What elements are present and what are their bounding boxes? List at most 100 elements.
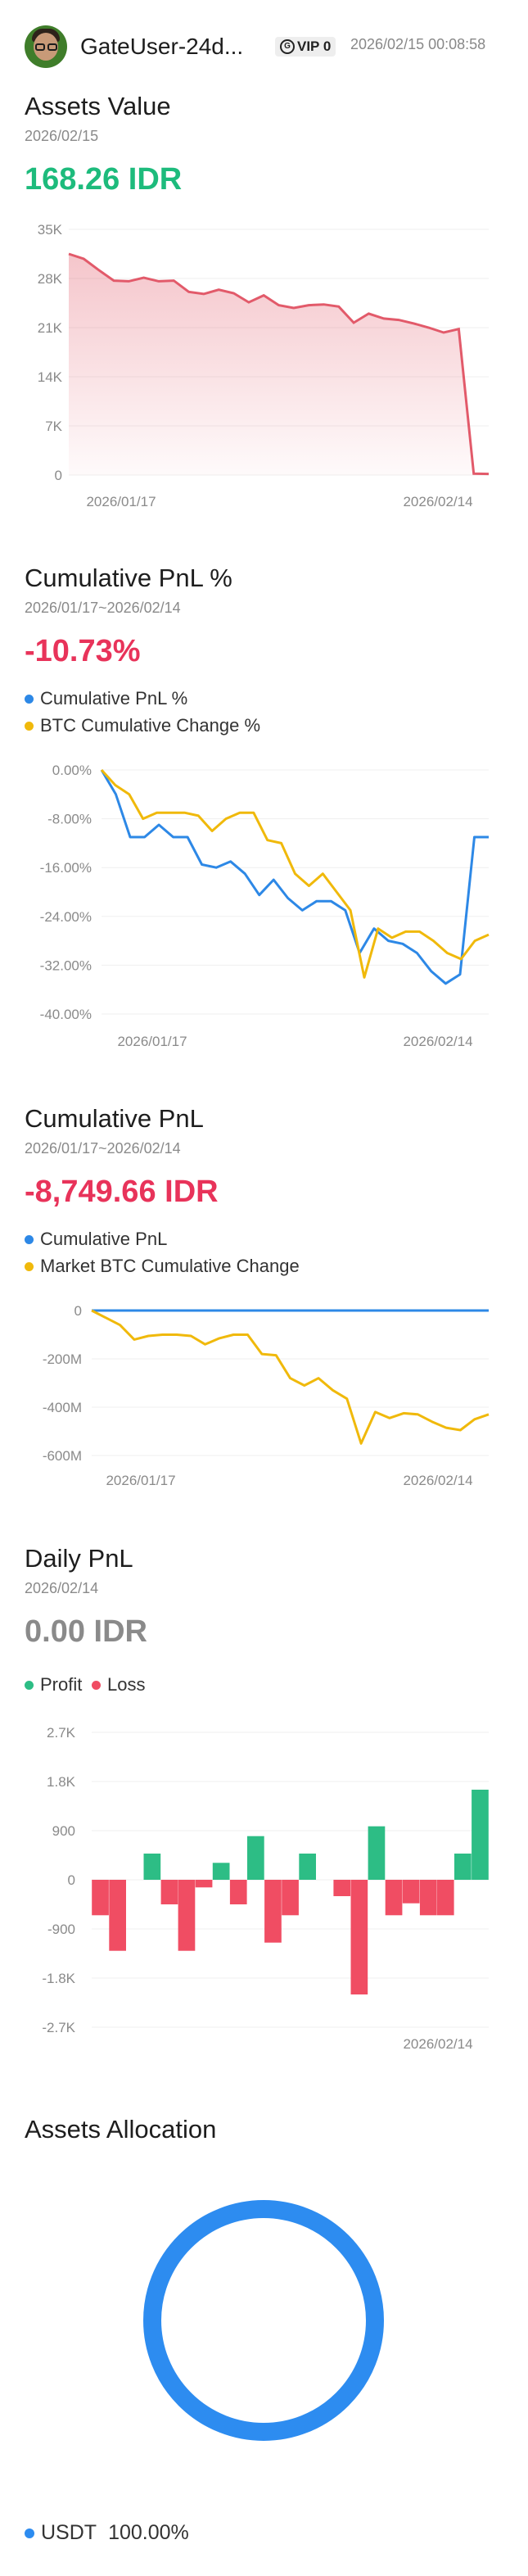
y-tick-label: 35K [38, 222, 63, 238]
y-tick-label: 900 [52, 1823, 75, 1839]
loss-bar [178, 1880, 196, 1951]
series-line [91, 1309, 490, 1445]
x-tick-label: 2026/02/14 [403, 1473, 472, 1488]
allocation-legend-label: USDT [41, 2521, 97, 2544]
donut-slice-usdt [143, 2200, 384, 2441]
allocation-legend-value: 100.00% [108, 2521, 189, 2544]
allocation-legend-usdt[interactable]: USDT 100.00% [25, 2521, 189, 2545]
header-datetime: 2026/02/15 00:08:58 [350, 36, 486, 52]
loss-bar [282, 1880, 299, 1916]
legend-dot-red [92, 1680, 101, 1690]
loss-bar [350, 1880, 368, 1994]
loss-bar [419, 1880, 437, 1916]
legend-dot-green [25, 1680, 34, 1690]
loss-bar [195, 1880, 213, 1888]
legend-market-btc-change[interactable]: Market BTC Cumulative Change [25, 1256, 300, 1277]
y-tick-label: 0 [68, 1872, 75, 1888]
y-tick-label: -16.00% [40, 860, 92, 876]
y-tick-label: 14K [38, 369, 63, 385]
cumulative-pnl-pct-amount: -10.73% [25, 634, 141, 668]
loss-bar [333, 1880, 351, 1896]
y-tick-label: -1.8K [42, 1971, 75, 1986]
legend-cumulative-pnl-pct[interactable]: Cumulative PnL % [25, 688, 187, 709]
x-tick-label: 2026/02/14 [403, 2036, 472, 2052]
profit-bar [247, 1836, 264, 1880]
cumulative-pnl-pct-chart[interactable]: 0.00% -8.00% -16.00% -24.00% -32.00% -40.00% 2… [0, 754, 528, 1065]
loss-bar [92, 1880, 109, 1916]
assets-value-date: 2026/02/15 [25, 128, 99, 144]
loss-bar [385, 1880, 403, 1916]
profit-bar [212, 1863, 230, 1880]
legend-label: Loss [107, 1674, 146, 1695]
daily-pnl-date: 2026/02/14 [25, 1580, 99, 1596]
y-tick-label: -32.00% [40, 958, 92, 973]
legend-label: Profit [40, 1674, 83, 1695]
profit-bar [454, 1854, 472, 1880]
x-tick-label: 2026/01/17 [117, 1034, 187, 1049]
assets-value-title: Assets Value [25, 92, 171, 120]
daily-pnl-chart[interactable]: 2.7K 1.8K 900 0 -900 -1.8K -2.7K 2026/02/14 [0, 1716, 528, 2076]
assets-allocation-donut[interactable] [0, 2200, 528, 2465]
x-tick-label: 2026/02/14 [403, 1034, 472, 1049]
vip-badge-label: VIP 0 [297, 38, 332, 54]
area-fill [69, 254, 489, 475]
x-tick-label: 2026/01/17 [86, 494, 156, 509]
y-tick-label: 1.8K [47, 1774, 76, 1790]
legend-label: BTC Cumulative Change % [40, 715, 261, 736]
profit-bar [299, 1854, 316, 1880]
daily-pnl-amount: 0.00 IDR [25, 1614, 147, 1649]
x-tick-label: 2026/01/17 [106, 1473, 175, 1488]
y-tick-label: 0.00% [52, 763, 92, 778]
loss-bar [229, 1880, 247, 1904]
cumulative-pnl-range: 2026/01/17~2026/02/14 [25, 1140, 181, 1157]
y-tick-label: -24.00% [40, 909, 92, 925]
loss-bar [264, 1880, 282, 1943]
cumulative-pnl-chart[interactable]: 0 -200M -400M -600M 2026/01/17 2026/02/14 [0, 1294, 528, 1507]
y-tick-label: 2.7K [47, 1725, 76, 1741]
legend-dot-yellow [25, 721, 34, 731]
profit-bar [472, 1790, 489, 1880]
y-tick-label: -900 [47, 1922, 75, 1937]
cumulative-pnl-title: Cumulative PnL [25, 1104, 204, 1133]
y-tick-label: 0 [74, 1303, 82, 1319]
loss-bar [402, 1880, 420, 1904]
legend-dot-blue [25, 694, 34, 704]
legend-btc-change-pct[interactable]: BTC Cumulative Change % [25, 715, 260, 736]
series-line [100, 769, 489, 985]
legend-cumulative-pnl[interactable]: Cumulative PnL [25, 1229, 167, 1250]
y-tick-label: -600M [43, 1448, 82, 1464]
vip-icon: G [280, 39, 295, 54]
legend-dot-usdt [25, 2528, 34, 2538]
y-tick-label: 28K [38, 271, 63, 287]
cumulative-pnl-amount: -8,749.66 IDR [25, 1175, 219, 1209]
x-tick-label: 2026/02/14 [403, 494, 472, 509]
legend-dot-blue [25, 1234, 34, 1244]
profit-bar [143, 1854, 161, 1880]
y-tick-label: 0 [55, 468, 62, 483]
assets-value-chart[interactable]: 35K 28K 21K 14K 7K 0 2026/01/17 2026/02/14 [0, 213, 528, 524]
avatar[interactable] [25, 25, 67, 68]
y-tick-label: -2.7K [42, 2020, 75, 2035]
legend-profit[interactable]: Profit [25, 1674, 82, 1695]
y-tick-label: 21K [38, 320, 63, 336]
daily-pnl-title: Daily PnL [25, 1544, 133, 1573]
assets-value-amount: 168.26 IDR [25, 162, 183, 197]
y-tick-label: -8.00% [47, 812, 92, 827]
area-line [68, 252, 490, 476]
y-tick-label: -400M [43, 1400, 82, 1415]
vip-badge[interactable]: G VIP 0 [275, 37, 336, 57]
series-line [100, 768, 490, 979]
loss-bar [109, 1880, 126, 1951]
legend-label: Market BTC Cumulative Change [40, 1256, 300, 1276]
legend-loss[interactable]: Loss [92, 1674, 145, 1695]
legend-label: Cumulative PnL % [40, 688, 188, 709]
profit-bar [368, 1826, 386, 1880]
loss-bar [160, 1880, 178, 1904]
y-tick-label: 7K [45, 419, 62, 434]
y-tick-label: -200M [43, 1351, 82, 1367]
legend-dot-yellow [25, 1261, 34, 1271]
user-header[interactable]: GateUser-24d... [25, 18, 243, 75]
cumulative-pnl-pct-title: Cumulative PnL % [25, 564, 232, 592]
loss-bar [436, 1880, 454, 1916]
username: GateUser-24d... [80, 34, 244, 59]
